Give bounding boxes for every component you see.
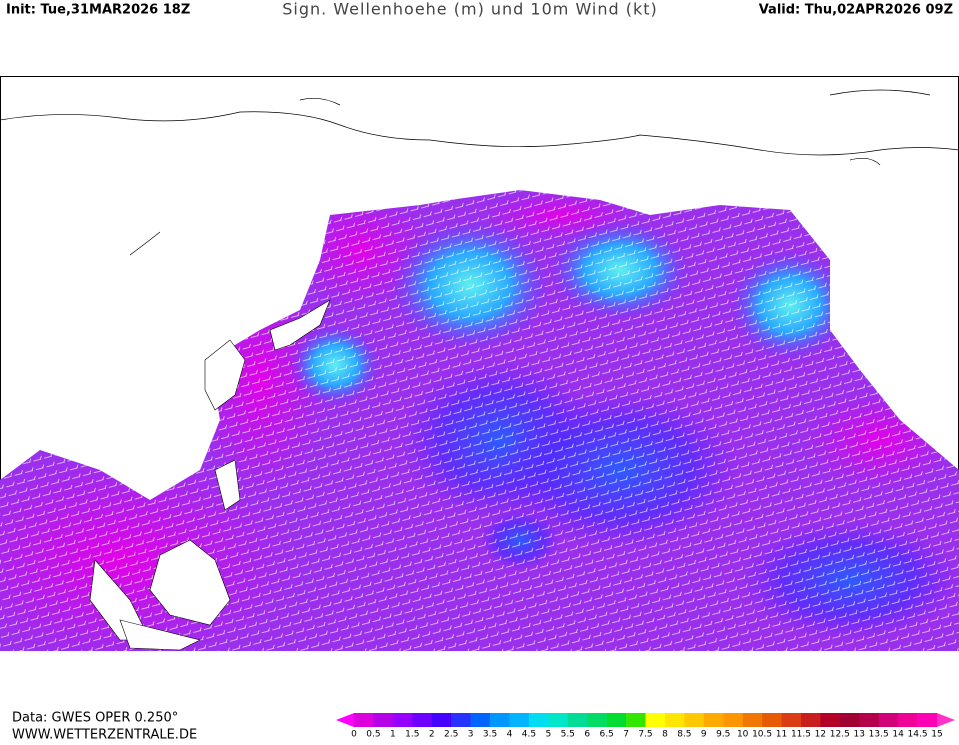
colorbar: 0 0.5 1 1.5 2 2.5 3 3.5 4 4.5 5 5.5 6 6.5 7 7.5 8 8.5 9 9.5…	[336, 713, 955, 740]
colorbar-box	[412, 713, 433, 727]
colorbar-label: 7.5	[638, 730, 652, 740]
colorbar-box	[684, 713, 705, 727]
colorbar-label: 10	[737, 730, 749, 740]
website: WWW.WETTERZENTRALE.DE	[12, 728, 197, 742]
colorbar-label: 0.5	[366, 730, 380, 740]
colorbar-label: 9	[701, 730, 707, 740]
colorbar-label: 3	[468, 730, 474, 740]
colorbar-box	[781, 713, 802, 727]
colorbar-label: 11.5	[791, 730, 811, 740]
colorbar-label: 15	[931, 730, 942, 740]
init-time: Init: Tue,31MAR2026 18Z	[6, 3, 190, 18]
colorbar-label: 11	[776, 730, 787, 740]
colorbar-box	[664, 713, 685, 727]
colorbar-label: 13	[854, 730, 865, 740]
colorbar-label: 6.5	[599, 730, 613, 740]
data-source: Data: GWES OPER 0.250°	[12, 711, 178, 726]
colorbar-box	[451, 713, 471, 727]
colorbar-label: 10.5	[752, 730, 772, 740]
colorbar-box	[742, 713, 763, 727]
colorbar-label: 2.5	[444, 730, 458, 740]
colorbar-label: 8.5	[677, 730, 691, 740]
colorbar-label: 6	[584, 730, 590, 740]
colorbar-box	[392, 713, 413, 727]
colorbar-box	[587, 713, 607, 727]
map	[0, 76, 959, 651]
colorbar-box	[917, 713, 938, 727]
colorbar-box	[431, 713, 452, 727]
colorbar-label: 12.5	[830, 730, 850, 740]
colorbar-box	[645, 713, 666, 727]
colorbar-box	[820, 713, 841, 727]
colorbar-box	[490, 713, 510, 727]
colorbar-box	[470, 713, 491, 727]
colorbar-label: 3.5	[483, 730, 497, 740]
colorbar-label: 14	[892, 730, 904, 740]
colorbar-label: 7	[623, 730, 629, 740]
colorbar-box	[528, 713, 549, 727]
colorbar-box	[800, 713, 821, 727]
colorbar-over	[937, 713, 955, 727]
valid-time: Valid: Thu,02APR2026 09Z	[759, 3, 953, 18]
colorbar-box	[762, 713, 782, 727]
colorbar-label: 12	[815, 730, 826, 740]
map-title: Sign. Wellenhoehe (m) und 10m Wind (kt)	[282, 0, 658, 19]
colorbar-box	[703, 713, 724, 727]
colorbar-box	[878, 713, 899, 727]
colorbar-label: 5.5	[561, 730, 575, 740]
colorbar-box	[354, 713, 374, 727]
colorbar-under	[336, 713, 354, 727]
colorbar-box	[373, 713, 394, 727]
colorbar-label: 8	[662, 730, 668, 740]
colorbar-box	[548, 713, 569, 727]
colorbar-label: 0	[351, 730, 357, 740]
colorbar-label: 2	[429, 730, 435, 740]
colorbar-box	[509, 713, 530, 727]
colorbar-box	[567, 713, 588, 727]
colorbar-box	[606, 713, 627, 727]
colorbar-label: 4	[507, 730, 513, 740]
colorbar-label: 5	[545, 730, 551, 740]
colorbar-label: 1	[390, 730, 396, 740]
colorbar-box	[626, 713, 646, 727]
colorbar-label: 14.5	[908, 730, 928, 740]
colorbar-box	[839, 713, 860, 727]
colorbar-label: 4.5	[522, 730, 536, 740]
colorbar-label: 1.5	[405, 730, 419, 740]
colorbar-box	[898, 713, 918, 727]
colorbar-label: 13.5	[869, 730, 889, 740]
colorbar-label: 9.5	[716, 730, 730, 740]
colorbar-box	[859, 713, 879, 727]
colorbar-box	[723, 713, 743, 727]
